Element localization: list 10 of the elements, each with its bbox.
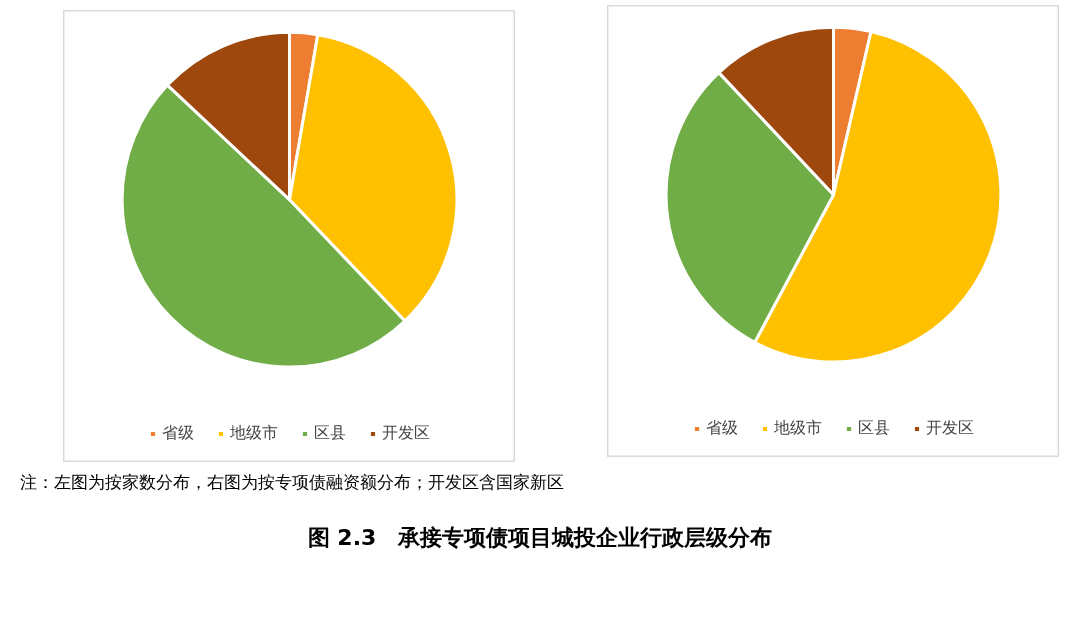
legend-label: 地级市 xyxy=(230,423,278,444)
legend-label: 开发区 xyxy=(382,423,430,444)
legend-label: 地级市 xyxy=(774,418,822,439)
legend-label: 省级 xyxy=(162,423,194,444)
legend-label: 省级 xyxy=(706,418,738,439)
legend-label: 区县 xyxy=(858,418,890,439)
text: 注：左图为按家数分布，右图为按专项债融资额分布；开发区含国家新区 xyxy=(20,471,564,494)
text: 图 2.3 承接专项债项目城投企业行政层级分布 xyxy=(307,524,773,553)
legend-label: 区县 xyxy=(314,423,346,444)
legend-label: 开发区 xyxy=(926,418,974,439)
